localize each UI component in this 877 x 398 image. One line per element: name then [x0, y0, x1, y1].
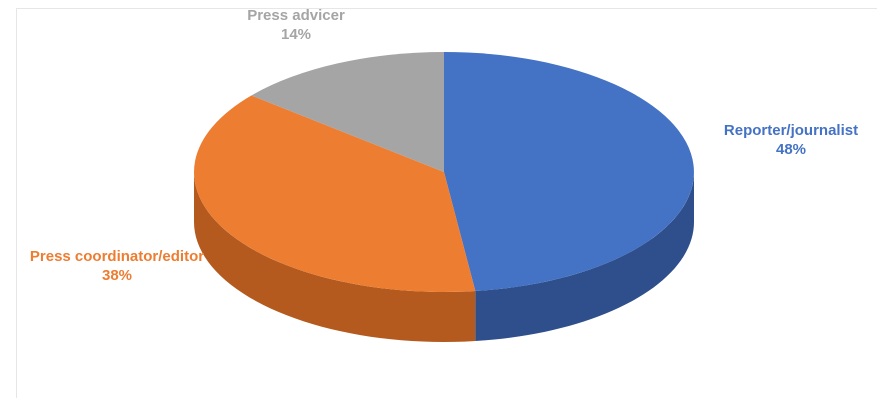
- data-label-percent: 48%: [775, 141, 807, 158]
- data-label-category: Reporter/journalist: [723, 122, 859, 139]
- pie-slice-reporter-journalist: [444, 52, 694, 292]
- data-label-category: Press advicer: [247, 7, 345, 24]
- pie-slice-press-advicer: [251, 52, 444, 172]
- pie-top: [194, 52, 694, 292]
- data-label-reporter-journalist: Reporter/journalist 48%: [706, 121, 876, 159]
- data-label-press-advicer: Press advicer 14%: [226, 6, 366, 44]
- pie-sides: [194, 172, 694, 342]
- pie-side-press-coordinator-editor: [194, 172, 476, 342]
- data-label-category: Press coordinator/editor: [29, 248, 205, 265]
- data-label-percent: 14%: [280, 26, 312, 43]
- frame-border-left: [16, 8, 17, 398]
- pie-slice-press-coordinator-editor: [194, 95, 476, 292]
- data-label-press-coordinator-editor: Press coordinator/editor 38%: [22, 247, 212, 285]
- frame-border-top: [16, 8, 877, 9]
- pie-side-reporter-journalist: [475, 172, 694, 342]
- data-label-percent: 38%: [101, 267, 133, 284]
